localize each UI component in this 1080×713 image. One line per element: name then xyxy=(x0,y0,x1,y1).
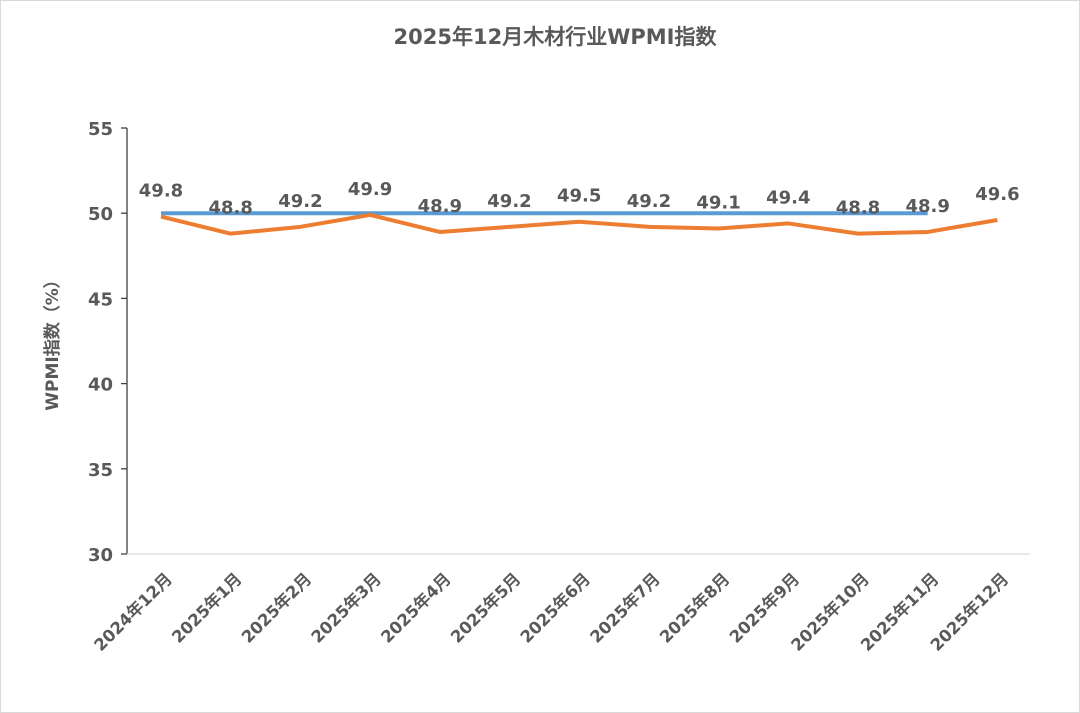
y-tick-label: 35 xyxy=(88,460,113,481)
data-label: 49.2 xyxy=(627,191,671,212)
x-tick-label: 2024年12月 xyxy=(90,569,176,655)
x-tick-label: 2025年6月 xyxy=(516,569,594,647)
data-label: 48.9 xyxy=(905,196,949,217)
y-tick-label: 50 xyxy=(88,204,113,225)
data-label: 49.5 xyxy=(557,186,601,207)
y-axis-label: WPMI指数（%） xyxy=(42,271,63,411)
x-tick-label: 2025年1月 xyxy=(167,569,245,647)
y-tick-label: 40 xyxy=(88,375,113,396)
data-label: 48.9 xyxy=(418,196,462,217)
data-label: 49.4 xyxy=(766,187,810,208)
chart-title: 2025年12月木材行业WPMI指数 xyxy=(394,25,718,49)
x-tick-label: 2025年7月 xyxy=(586,569,664,647)
x-tick-label: 2025年8月 xyxy=(655,569,733,647)
data-label: 48.8 xyxy=(836,198,880,219)
x-tick-label: 2025年5月 xyxy=(446,569,524,647)
data-label: 49.2 xyxy=(278,191,322,212)
x-tick-label: 2025年9月 xyxy=(725,569,803,647)
x-tick-label: 2025年2月 xyxy=(237,569,315,647)
data-label: 49.8 xyxy=(139,181,183,202)
data-label: 49.1 xyxy=(696,193,740,214)
x-tick-label: 2025年3月 xyxy=(307,569,385,647)
data-label: 49.6 xyxy=(975,184,1019,205)
data-label: 49.2 xyxy=(487,191,531,212)
y-tick-label: 55 xyxy=(88,119,113,140)
x-tick-label: 2025年4月 xyxy=(377,569,455,647)
data-label: 49.9 xyxy=(348,179,392,200)
y-tick-label: 30 xyxy=(88,545,113,566)
series-line-wpmi xyxy=(160,212,998,236)
data-label: 48.8 xyxy=(208,198,252,219)
y-tick-label: 45 xyxy=(88,289,113,310)
